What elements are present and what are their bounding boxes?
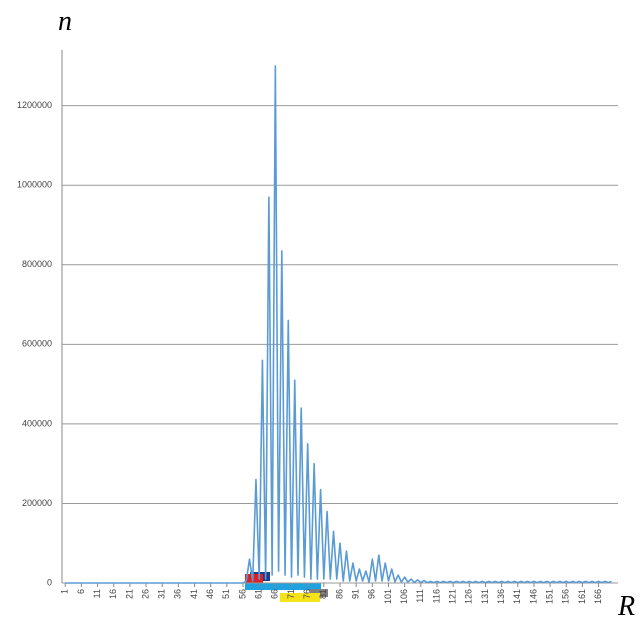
x-tick-label: 11 xyxy=(92,589,102,598)
x-tick-label: 151 xyxy=(544,589,554,604)
x-tick-label: 6 xyxy=(76,589,86,594)
x-tick-label: 101 xyxy=(383,589,393,604)
x-tick-label: 76 xyxy=(302,589,312,599)
y-tick-label: 1000000 xyxy=(17,180,52,190)
y-tick-label: 200000 xyxy=(22,498,52,508)
x-tick-label: 156 xyxy=(561,589,571,604)
x-tick-label: 26 xyxy=(140,589,150,599)
marker-block xyxy=(245,583,321,590)
y-tick-label: 800000 xyxy=(22,259,52,269)
x-tick-label: 46 xyxy=(205,589,215,599)
x-tick-label: 21 xyxy=(124,589,134,599)
x-tick-label: 36 xyxy=(173,589,183,599)
x-tick-label: 161 xyxy=(577,589,587,604)
x-tick-label: 1 xyxy=(60,589,70,594)
y-tick-label: 0 xyxy=(47,577,52,587)
x-tick-label: 61 xyxy=(254,589,264,599)
x-tick-label: 86 xyxy=(334,589,344,599)
x-tick-label: 96 xyxy=(367,589,377,599)
marker-block xyxy=(280,593,320,602)
x-tick-label: 66 xyxy=(270,589,280,599)
x-tick-label: 136 xyxy=(496,589,506,604)
x-tick-label: 51 xyxy=(221,589,231,599)
x-tick-label: 31 xyxy=(157,589,167,599)
y-tick-label: 1200000 xyxy=(17,100,52,110)
x-tick-label: 131 xyxy=(480,589,490,604)
x-tick-label: 71 xyxy=(286,589,296,599)
x-tick-label: 121 xyxy=(448,589,458,604)
x-tick-label: 56 xyxy=(237,589,247,599)
x-tick-label: 91 xyxy=(351,589,361,599)
x-tick-label: 111 xyxy=(415,589,425,603)
y-axis-title: n xyxy=(58,6,72,37)
x-tick-label: 41 xyxy=(189,589,199,599)
x-tick-label: 141 xyxy=(512,589,522,604)
y-tick-label: 600000 xyxy=(22,339,52,349)
x-tick-label: 166 xyxy=(593,589,603,604)
x-tick-label: 106 xyxy=(399,589,409,604)
x-tick-label: 146 xyxy=(528,589,538,604)
x-axis-title: R xyxy=(617,591,635,621)
marker-block xyxy=(245,574,263,583)
data-line xyxy=(65,65,612,584)
x-tick-label: 116 xyxy=(431,589,441,603)
x-tick-label: 81 xyxy=(318,589,328,599)
x-tick-label: 16 xyxy=(108,589,118,599)
x-tick-label: 126 xyxy=(464,589,474,604)
y-tick-label: 400000 xyxy=(22,418,52,428)
